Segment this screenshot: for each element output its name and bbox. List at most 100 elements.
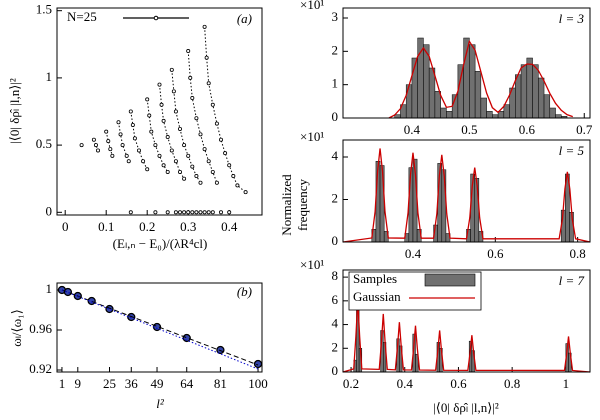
line: [342, 300, 591, 373]
marker: [106, 139, 111, 144]
marker: [169, 148, 174, 153]
marker: [202, 210, 207, 215]
y-multiplier: ×10¹: [300, 129, 324, 144]
y-tick-label: 0.96: [29, 321, 52, 336]
marker: [165, 210, 170, 215]
x-axis-label: |⟨0| δρ̂ₗ |l,n⟩|²: [433, 400, 499, 415]
y-tick-label: 1: [46, 281, 53, 296]
marker: [231, 174, 236, 179]
marker: [214, 121, 219, 126]
bar: [515, 74, 522, 119]
marker: [194, 116, 199, 121]
plot-frame: [342, 139, 591, 243]
marker: [194, 210, 199, 215]
y-tick-label: 2: [332, 42, 339, 57]
marker: [157, 82, 162, 87]
bar: [428, 67, 436, 119]
panel-label: l = 7: [559, 273, 585, 288]
marker: [198, 132, 203, 137]
marker: [161, 118, 166, 123]
marker: [210, 102, 215, 107]
bar: [463, 37, 470, 119]
y-tick-label: 0: [332, 109, 339, 124]
marker: [188, 75, 193, 80]
bar: [503, 104, 510, 119]
bar: [526, 57, 533, 119]
y-tick-label: 0: [332, 233, 339, 248]
bar: [538, 77, 545, 119]
marker: [110, 153, 115, 158]
marker: [218, 210, 223, 215]
marker: [190, 96, 195, 101]
marker: [194, 174, 199, 179]
x-axis-label: (Eₗ,ₙ − E₀)/(λR⁴cl): [113, 236, 208, 251]
x-tick-label: 0.4: [221, 219, 238, 234]
marker: [177, 210, 182, 215]
marker: [169, 67, 174, 72]
bar: [469, 44, 476, 119]
y-tick-label: 8: [332, 268, 339, 283]
marker: [218, 137, 223, 142]
marker: [198, 210, 203, 215]
marker: [186, 49, 191, 54]
marker: [91, 137, 96, 142]
bar: [405, 84, 413, 119]
x-tick-label: 0: [62, 219, 69, 234]
y-tick-label: 0.5: [36, 136, 52, 151]
marker: [173, 210, 178, 215]
marker: [223, 151, 228, 156]
marker: [202, 147, 207, 152]
plot-frame: [342, 7, 591, 119]
x-tick-label: 0.8: [504, 376, 520, 391]
bar: [480, 97, 487, 119]
panel-label: (a): [237, 11, 252, 26]
x-tick-label: 0.6: [450, 376, 467, 391]
marker: [153, 143, 158, 148]
marker: [204, 55, 209, 60]
marker: [227, 210, 232, 215]
plot-frame: [56, 282, 263, 373]
marker: [190, 164, 195, 169]
bar: [446, 111, 453, 119]
y-tick-label: 0: [332, 363, 339, 378]
marker: [210, 210, 215, 215]
y-tick-label: 1: [46, 69, 53, 84]
marker: [141, 159, 146, 164]
bar: [543, 94, 551, 119]
bar: [379, 165, 385, 243]
marker: [182, 333, 191, 343]
bar: [440, 107, 447, 119]
marker: [79, 143, 84, 148]
bar: [549, 107, 556, 119]
line: [342, 148, 591, 243]
line: [93, 26, 246, 193]
marker: [145, 97, 150, 102]
marker: [253, 359, 263, 369]
bar: [532, 64, 539, 119]
legend-label: Gaussian: [353, 289, 401, 304]
marker: [145, 167, 150, 172]
line: [61, 289, 259, 366]
x-tick-label: 0.7: [576, 122, 593, 137]
marker: [227, 163, 232, 168]
marker: [63, 287, 73, 297]
marker: [161, 163, 166, 168]
y-tick-label: 2: [332, 190, 339, 205]
y-tick-label: 2: [332, 339, 339, 354]
x-tick-label: 0.2: [343, 376, 359, 391]
marker: [130, 122, 135, 127]
y-multiplier: ×10¹: [300, 0, 324, 12]
y-tick-label: 6: [332, 292, 339, 307]
marker: [105, 304, 114, 314]
bar: [520, 64, 528, 119]
y-tick-label: 4: [332, 316, 339, 331]
x-tick-label: 0.6: [487, 246, 504, 261]
y-tick-label: 1.5: [36, 2, 52, 17]
marker: [171, 89, 176, 94]
marker: [202, 24, 207, 29]
y-tick-label: 0: [46, 203, 53, 218]
marker: [198, 180, 203, 185]
marker: [177, 169, 182, 174]
x-tick-label: 64: [180, 376, 194, 391]
